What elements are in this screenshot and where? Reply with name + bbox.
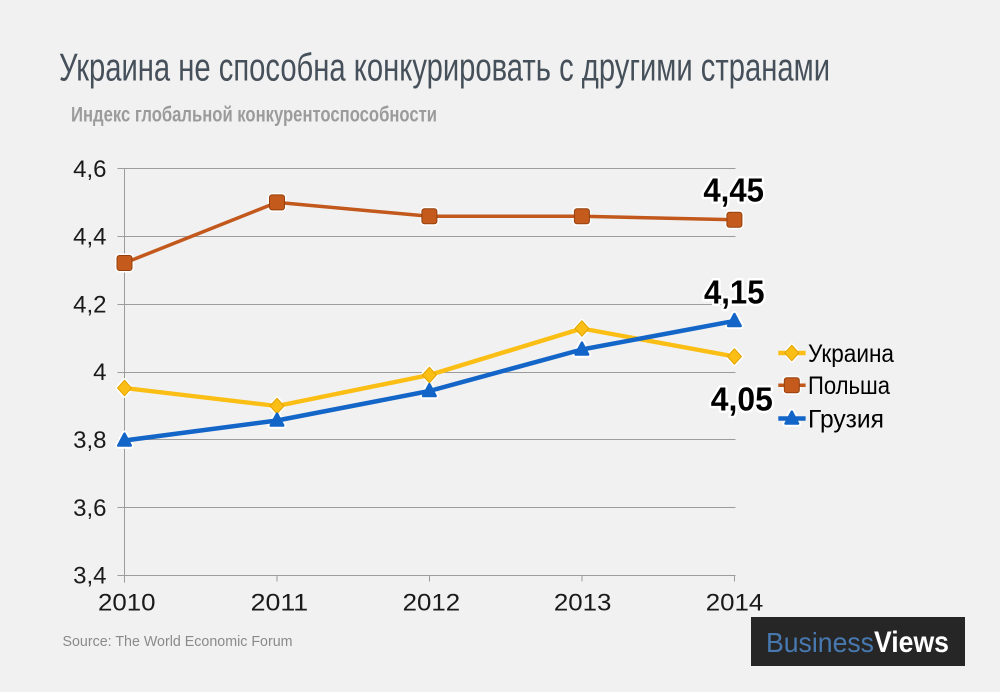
- svg-text:Source: The World Economic For: Source: The World Economic Forum: [63, 634, 293, 650]
- svg-text:2010: 2010: [98, 590, 156, 617]
- svg-text:4,4: 4,4: [73, 224, 106, 251]
- svg-text:Индекс глобальной конкурентосп: Индекс глобальной конкурентоспособности: [71, 104, 437, 127]
- svg-text:4,45: 4,45: [703, 172, 764, 209]
- svg-text:2012: 2012: [403, 590, 461, 617]
- svg-text:2013: 2013: [554, 590, 612, 617]
- svg-text:4: 4: [93, 359, 106, 386]
- svg-text:4,6: 4,6: [73, 156, 106, 183]
- svg-text:Грузия: Грузия: [808, 406, 884, 434]
- svg-text:3,4: 3,4: [73, 563, 106, 590]
- svg-text:2011: 2011: [251, 590, 309, 617]
- svg-text:3,6: 3,6: [73, 495, 106, 522]
- svg-text:Украина не способна конкуриров: Украина не способна конкурировать с друг…: [59, 47, 830, 90]
- svg-text:Польша: Польша: [808, 372, 890, 400]
- svg-text:Украина: Украина: [808, 340, 894, 368]
- svg-text:Views: Views: [874, 626, 949, 659]
- svg-text:4,05: 4,05: [711, 381, 773, 418]
- svg-text:3,8: 3,8: [73, 427, 106, 454]
- svg-text:Business: Business: [766, 627, 874, 658]
- svg-text:4,2: 4,2: [73, 292, 106, 319]
- svg-text:4,15: 4,15: [704, 274, 765, 311]
- svg-text:2014: 2014: [706, 590, 764, 617]
